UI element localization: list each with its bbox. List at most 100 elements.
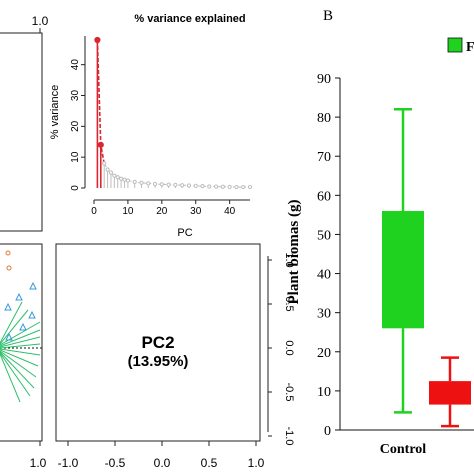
boxplot-y-tick-label: 10 bbox=[317, 385, 331, 400]
boxplot-boxes bbox=[382, 108, 471, 428]
corner-tick-label: 1.0 bbox=[32, 14, 49, 28]
pc2-x-ticks: -1.0 -0.5 0.0 0.5 1.0 bbox=[58, 441, 265, 470]
biplot-arrow bbox=[0, 309, 29, 345]
variance-inset: % variance explained % variance PC 0 10 20… bbox=[49, 13, 253, 239]
box-body bbox=[429, 381, 471, 405]
biplot-arrow bbox=[0, 352, 31, 397]
pc2-y-tick-label: 1.0 bbox=[283, 252, 295, 267]
variance-y-tick-label: 40 bbox=[70, 59, 81, 71]
legend-swatch-green bbox=[447, 37, 463, 53]
variance-point bbox=[234, 184, 239, 190]
variance-point bbox=[105, 167, 110, 172]
category-label-control: Control bbox=[380, 442, 427, 457]
biplot-point bbox=[15, 292, 23, 301]
variance-point bbox=[146, 181, 151, 186]
boxplot-y-tick-label: 60 bbox=[317, 189, 331, 204]
boxplot-y-tick-label: 90 bbox=[317, 72, 331, 87]
variance-x-tick-label: 20 bbox=[156, 206, 168, 217]
variance-point bbox=[173, 182, 178, 188]
pc2-x-tick-label: 0.0 bbox=[154, 456, 171, 470]
variance-point bbox=[125, 178, 131, 183]
variance-point bbox=[94, 36, 101, 44]
legend-label: F bbox=[466, 40, 474, 55]
variance-x-tick-label: 0 bbox=[91, 206, 97, 217]
biplot-point bbox=[6, 265, 12, 271]
boxplot-y-tick-label: 30 bbox=[317, 307, 331, 322]
biplot-point bbox=[5, 332, 13, 341]
biplot-arrow bbox=[0, 321, 41, 346]
top-left-frame bbox=[0, 32, 43, 232]
variance-y-tick-label: 10 bbox=[70, 151, 81, 163]
biplot-arrow bbox=[0, 353, 21, 403]
biplot-arrow bbox=[0, 343, 41, 349]
biplot-arrow bbox=[0, 351, 35, 389]
biplot-tick-label: 1.0 bbox=[30, 456, 47, 470]
pc2-y-tick-label: -0.5 bbox=[283, 383, 295, 402]
pc2-panel: PC2 (13.95%) -1.0 -0.5 0.0 0.5 1.0 1.0 0.5 0.0… bbox=[55, 243, 295, 470]
variance-x-tick-label: 40 bbox=[224, 206, 236, 217]
variance-marks bbox=[94, 36, 253, 190]
top-left-panel: 1.0 bbox=[0, 14, 49, 232]
variance-x-tick-label: 30 bbox=[190, 206, 202, 217]
biplot-point bbox=[4, 302, 12, 311]
biplot-point bbox=[5, 250, 11, 256]
box-body bbox=[382, 210, 424, 329]
biplot-arrow bbox=[0, 350, 37, 378]
variance-point bbox=[207, 184, 212, 189]
variance-point bbox=[115, 175, 120, 180]
pc2-x-tick-label: 0.5 bbox=[201, 456, 218, 470]
biplot-panel: 1.0 bbox=[0, 243, 47, 470]
variance-point bbox=[112, 173, 117, 178]
panel-b-label: B bbox=[323, 8, 333, 24]
variance-point bbox=[213, 184, 219, 189]
variance-point bbox=[132, 179, 137, 184]
biplot-arrow bbox=[0, 336, 41, 348]
biplot-point bbox=[19, 322, 27, 331]
variance-point bbox=[122, 177, 127, 182]
boxplot-y-tick-label: 0 bbox=[324, 424, 331, 439]
pc2-title: PC2 bbox=[141, 333, 174, 352]
biplot-point bbox=[29, 281, 37, 290]
biplot-arrow bbox=[0, 349, 39, 367]
box-control bbox=[382, 108, 424, 414]
biplot-arrows bbox=[0, 301, 41, 403]
biplot-arrow bbox=[0, 301, 23, 344]
boxplot-ylabel: Plant biomas (g) bbox=[286, 199, 302, 304]
variance-title: % variance explained bbox=[134, 13, 245, 25]
biplot-frame bbox=[0, 243, 43, 442]
pc2-y-tick-label: -1.0 bbox=[283, 427, 295, 446]
variance-point bbox=[102, 161, 107, 166]
variance-point bbox=[247, 184, 253, 190]
pc2-y-ticks: 1.0 0.5 0.0 -0.5 -1.0 bbox=[268, 252, 295, 445]
variance-y-ticks: 0 10 20 30 40 bbox=[70, 59, 85, 191]
pc2-frame bbox=[55, 243, 261, 442]
variance-point bbox=[159, 182, 164, 187]
boxplot-y-tick-label: 20 bbox=[317, 346, 331, 361]
variance-point bbox=[241, 184, 246, 190]
biplot-arrow bbox=[0, 329, 41, 347]
pc2-x-tick-label: 1.0 bbox=[248, 456, 265, 470]
pc2-x-tick-label: -0.5 bbox=[105, 456, 126, 470]
variance-point bbox=[97, 141, 104, 148]
variance-point bbox=[152, 181, 158, 187]
variance-point bbox=[193, 183, 198, 188]
variance-y-tick-label: 0 bbox=[70, 185, 81, 191]
biomass-boxplot: B F Plant biomas (g) 0 10 20 30 40 50 60 70 80 90… bbox=[286, 8, 474, 457]
pc2-variance: (13.95%) bbox=[128, 353, 189, 370]
pc2-x-tick-label: -1.0 bbox=[58, 456, 79, 470]
variance-point bbox=[186, 183, 192, 188]
boxplot-y-tick-label: 40 bbox=[317, 268, 331, 283]
box-treatment bbox=[429, 356, 471, 428]
variance-point bbox=[180, 183, 185, 188]
boxplot-y-tick-label: 70 bbox=[317, 150, 331, 165]
boxplot-y-tick-label: 50 bbox=[317, 228, 331, 243]
variance-x-ticks: 0 10 20 30 40 bbox=[91, 200, 236, 217]
variance-ylabel: % variance bbox=[49, 85, 61, 139]
pc2-y-tick-label: 0.0 bbox=[283, 340, 295, 355]
biplot-point bbox=[28, 310, 36, 319]
variance-x-tick-label: 10 bbox=[122, 206, 134, 217]
biplot-arrow bbox=[0, 348, 41, 356]
variance-xlabel: PC bbox=[177, 227, 192, 239]
variance-point bbox=[108, 170, 114, 175]
